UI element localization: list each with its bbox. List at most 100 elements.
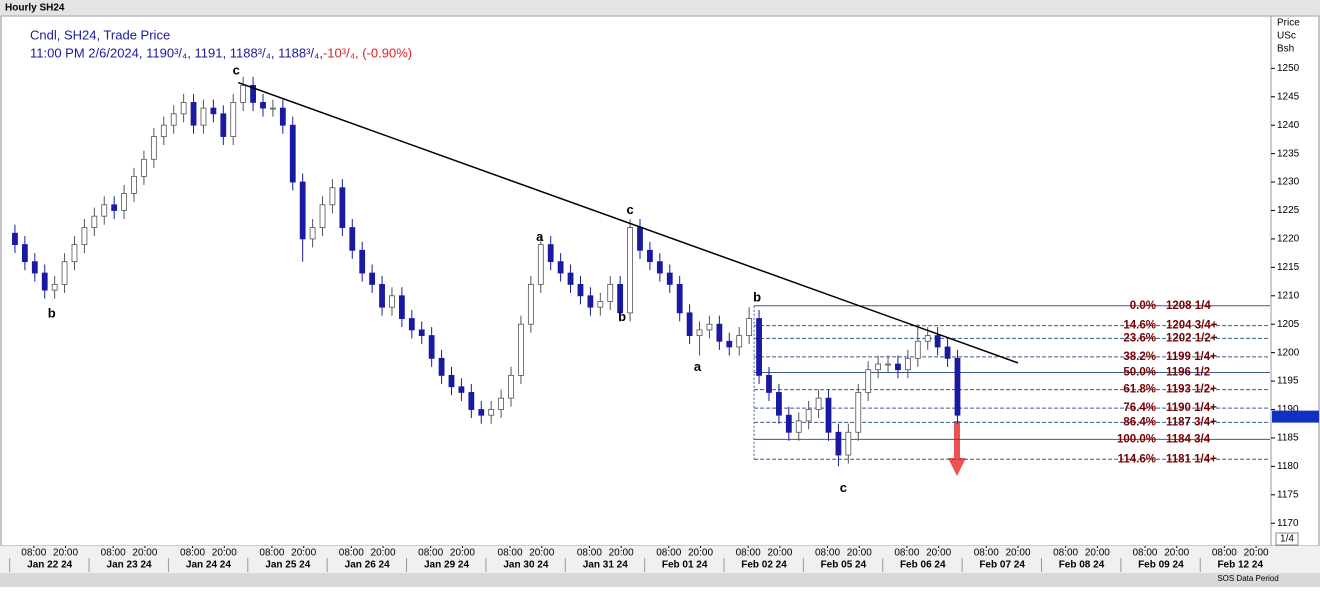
candle-body [567,272,574,285]
candle-body [408,318,415,331]
candle-body [855,392,862,433]
candle-body [498,397,505,410]
candle-body [468,392,475,410]
fib-pct: 86.4% [1123,416,1156,428]
x-minor-label: 20:00 [371,548,396,559]
candle-body [250,84,256,103]
x-minor-label: 08:00 [101,548,126,559]
candle-body [865,369,872,393]
candle-body [71,244,78,263]
x-tick-label: Jan 29 24 [424,560,469,571]
y-tick-label: 1170 [1277,518,1299,529]
scrollbar[interactable] [0,573,1320,587]
wave-label: b [618,309,626,324]
candle-body [379,284,385,308]
x-tick-label: Jan 24 24 [186,560,231,571]
x-axis-area [0,546,1320,572]
candle-body [775,392,782,416]
x-tick-label: Jan 31 24 [583,560,628,571]
candle-body [924,335,931,342]
x-minor-label: 08:00 [180,548,205,559]
candle-body [180,102,187,115]
trendline [237,81,1019,364]
candle-body [587,295,594,308]
candle-body [607,284,614,302]
candle-body [289,124,296,183]
candle-body [21,244,28,263]
candle-body [319,204,326,228]
x-tick-label: Jan 22 24 [27,560,72,571]
candle-body [349,227,356,251]
candle-body [428,335,435,359]
candle-body [527,284,534,325]
fib-label: 1204 3/4+ [1166,320,1218,332]
candle-body [141,158,147,177]
candle-body [726,340,733,348]
x-minor-label: 08:00 [418,548,443,559]
x-minor-label: 20:00 [1085,548,1110,559]
fib-pct: 50.0% [1123,367,1156,379]
candle-body [577,284,584,297]
x-minor-label: 20:00 [529,548,554,559]
candle-body [597,301,604,308]
legend-line: Cndl, SH24, Trade Price [30,27,170,42]
candle-body [121,193,127,211]
fib-pct: 23.6% [1123,332,1156,344]
fib-pct: 114.6% [1118,453,1156,465]
x-minor-label: 08:00 [259,548,284,559]
candle-body [944,346,951,359]
candle-body [359,249,366,274]
y-tick-label: 1185 [1277,433,1299,444]
fib-pct: 61.8% [1123,384,1156,396]
y-tick-label: 1240 [1277,120,1300,131]
x-minor-label: 20:00 [53,548,78,559]
candle-body [12,232,18,246]
fib-label: 1196 1/2 [1166,367,1210,379]
x-minor-label: 20:00 [132,548,157,559]
candle-body [706,323,713,331]
x-minor-label: 08:00 [21,548,46,559]
candle-body [825,397,832,433]
candle-body [210,107,217,115]
candle-body [111,204,118,211]
candle-body [240,84,247,103]
y-tick-label: 1250 [1277,63,1300,74]
wave-label: a [694,359,702,374]
candle-body [676,284,683,314]
wave-label: b [753,289,761,304]
candle-body [518,323,524,376]
x-minor-label: 08:00 [1053,548,1078,559]
x-tick-label: Jan 23 24 [107,560,152,571]
candle-body [270,107,276,110]
x-tick-label: Feb 12 24 [1217,560,1263,571]
page-label: 1/4 [1280,534,1294,545]
legend-change: -10³/₄, (-0.90%) [323,45,412,60]
candle-body [557,261,564,274]
candle-body [914,340,921,359]
fib-pct: 100.0% [1117,433,1156,445]
candle-body [904,357,911,371]
axis-header: Bsh [1277,44,1294,55]
candle-body [875,363,882,371]
candle-body [41,272,48,291]
candle-body [200,107,207,126]
fib-label: 1187 3/4+ [1166,416,1217,428]
candle-body [279,107,286,126]
candle-body [230,102,237,137]
y-tick-label: 1190 [1277,404,1299,415]
x-minor-label: 20:00 [1244,548,1269,559]
y-tick-label: 1200 [1277,347,1300,358]
candle-body [795,420,802,433]
candle-body [627,227,633,314]
candle-body [656,261,663,274]
candle-body [637,227,643,251]
x-tick-label: Feb 08 24 [1059,560,1105,571]
candle-body [835,431,842,456]
fib-pct: 76.4% [1123,402,1156,414]
x-tick-label: Feb 09 24 [1138,560,1184,571]
candle-body [31,261,38,274]
footer: SOS Data Period [1217,574,1278,583]
x-minor-label: 08:00 [339,548,364,559]
candle-body [508,374,514,399]
